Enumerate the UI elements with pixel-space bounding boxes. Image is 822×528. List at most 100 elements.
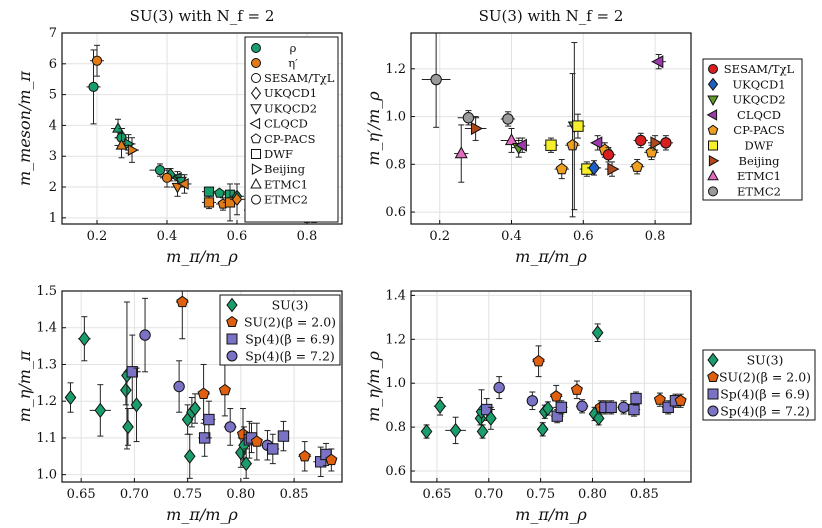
y-tick-label: 1.0 [36,468,57,483]
legend-entry: UKQCD2 [707,93,786,107]
data-point [114,132,129,159]
y-tick-label: 0.8 [385,157,406,172]
data-point [125,137,139,163]
marker-circle [660,137,672,149]
data-point [617,400,630,415]
legend-entry: CP-PACS [707,123,785,137]
marker-diamond [591,325,604,341]
marker-pentagon [214,187,225,198]
data-point [120,374,132,406]
y-tick-label: 6 [49,57,57,72]
marker-tri-left [651,55,664,69]
y-tick-label: 0.6 [385,205,406,220]
data-point [543,137,559,153]
legend-label: CLQCD [264,117,308,131]
marker-tri-up [504,133,519,146]
x-tick-label: 0.8 [297,229,318,244]
y-tick-label: 3 [49,149,57,164]
data-point [202,195,216,210]
legend-label: ETMC1 [264,177,308,191]
data-points [420,323,687,445]
data-point [197,363,210,424]
marker-diamond [189,400,201,417]
legend-label: CLQCD [737,108,781,122]
legend-marker [250,86,262,100]
data-point [175,291,189,340]
legend-entry: SESAM/TχL [708,62,795,76]
marker-circle [635,134,647,147]
marker-circle [139,329,151,341]
legend-marker [706,109,718,121]
marker-diamond [420,423,433,440]
legend-label: UKQCD1 [732,77,785,91]
data-point [230,183,244,216]
marker-square [572,120,584,132]
legend-entry: ETMC1 [250,177,308,191]
x-tick-label: 0.85 [630,487,659,502]
legend-marker [708,64,718,74]
legend-box [219,294,341,366]
plot-frame [410,32,692,225]
x-tick-label: 0.70 [120,487,149,502]
y-tick-label: 1 [49,211,57,226]
data-point [250,422,263,461]
marker-diamond [64,389,77,406]
legend-label: UKQCD2 [732,93,785,107]
marker-square [630,392,642,405]
data-point [77,316,91,362]
data-points [421,33,674,218]
data-point [658,135,674,151]
marker-diamond [78,331,91,347]
legend-entry: UKQCD1 [250,86,317,100]
legend-label: ETMC2 [737,184,781,198]
legend-label: UKQCD2 [264,101,317,115]
marker-diamond [485,410,497,426]
marker-tri-right [650,136,663,150]
marker-square [555,401,568,414]
legend-label: ρ [290,41,297,55]
marker-diamond [476,423,489,440]
data-point [445,416,466,445]
y-tick-label: 7 [49,26,57,41]
legend-entry: CLQCD [706,108,781,122]
legend-label: UKQCD1 [264,86,317,100]
legend-entry: ETMC1 [707,169,781,183]
marker-square [605,401,617,414]
marker-circle [462,112,475,124]
legend-br: SU(3) SU(2)(β = 2.0) Sp(4)(β = 6.9) Sp(4)(β… [702,349,816,421]
legend-label: SU(3) [747,353,784,368]
legend-marker [707,405,719,417]
data-point [586,160,602,176]
x-axis-label: m_π/m_ρ [166,505,238,524]
y-tick-label: 1.0 [385,110,406,125]
y-axis-label: m_η/m_π [15,350,34,422]
plot-bl: 0.65 0.70 0.75 0.80 0.85 1.0 1.1 1.2 1.3 1.4 1.5 m_… [15,284,343,524]
legend-label: CP-PACS [264,132,316,146]
legend-label: Beijing [264,162,306,176]
y-axis-label: m_η/m_ρ [364,351,383,422]
legend-marker [251,194,261,205]
legend-marker [708,155,720,167]
data-point [630,391,642,406]
data-point [647,135,663,151]
data-point [500,128,523,153]
marker-pentagon [325,453,338,466]
legend-marker [707,169,719,181]
legend-entry: Sp(4)(β = 7.2) [226,349,335,364]
data-point [500,111,516,127]
legend-entry: Sp(4)(β = 6.9) [226,332,335,347]
marker-circle [430,73,442,86]
marker-diamond [434,398,446,414]
marker-diamond [542,400,554,417]
legend-label: Sp(4)(β = 6.9) [245,332,335,347]
data-point [202,400,216,439]
legend-label: SU(2)(β = 2.0) [719,370,811,385]
data-point [570,113,586,139]
data-point [90,44,104,77]
marker-diamond [120,382,132,398]
marker-tri-right [470,121,483,136]
legend-label: DWF [744,139,773,153]
legend-entry: Sp(4)(β = 7.2) [707,404,810,419]
data-point [421,33,451,128]
